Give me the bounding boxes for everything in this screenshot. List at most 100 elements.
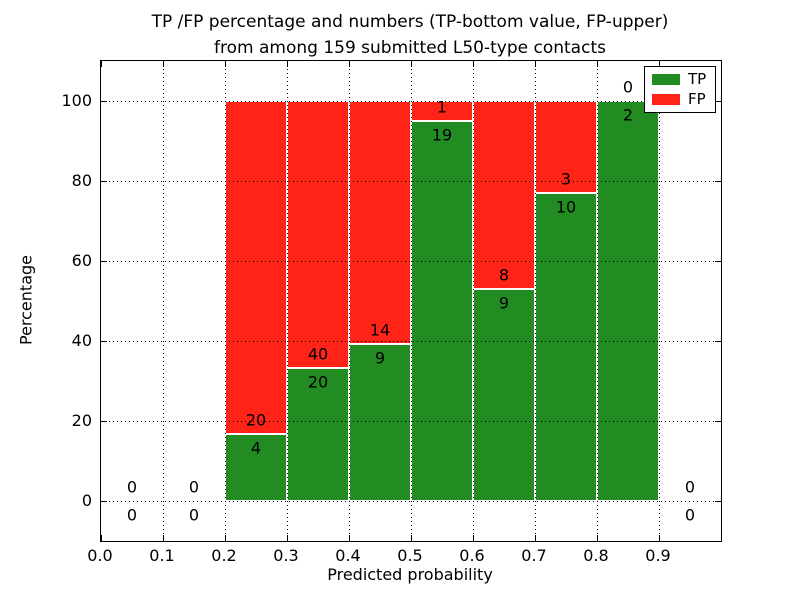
y-tick-mark-left-80 [101, 181, 107, 182]
bar-count-label-fp-bin9: 0 [684, 477, 696, 497]
bar-count-label-tp-bin0: 0 [126, 505, 138, 525]
x-tick-mark-bottom-0.6 [473, 535, 474, 541]
x-tick-mark-top-0.3 [287, 61, 288, 67]
x-tick-mark-bottom-0.2 [225, 535, 226, 541]
bar-count-label-fp-bin0: 0 [126, 477, 138, 497]
y-tick-mark-left-60 [101, 261, 107, 262]
gridline-x-0.7 [535, 61, 536, 541]
gridline-x-0.3 [287, 61, 288, 541]
bar-segment-tp-bin5 [411, 121, 473, 501]
x-tick-label-0.6: 0.6 [459, 546, 485, 565]
gridline-x-0.8 [597, 61, 598, 541]
bar-count-label-tp-bin5: 19 [431, 125, 453, 145]
y-tick-mark-right-80 [715, 181, 721, 182]
x-tick-label-0.0: 0.0 [87, 546, 113, 565]
tp-swatch-icon [652, 74, 680, 85]
y-tick-label-100: 100 [61, 91, 92, 110]
x-tick-mark-bottom-0.7 [535, 535, 536, 541]
bar-count-label-tp-bin1: 0 [188, 505, 200, 525]
bar-count-label-fp-bin7: 3 [560, 169, 572, 189]
legend: TP FP [644, 66, 717, 113]
x-tick-mark-top-0.5 [411, 61, 412, 67]
fp-swatch-icon [652, 94, 680, 105]
bar-segment-tp-bin7 [535, 193, 597, 501]
bar-segment-fp-bin3 [287, 101, 349, 368]
bar-count-label-fp-bin3: 40 [307, 344, 329, 364]
x-tick-mark-top-0.6 [473, 61, 474, 67]
bar-count-label-tp-bin6: 9 [498, 293, 510, 313]
bar-count-label-tp-bin3: 20 [307, 372, 329, 392]
x-tick-mark-bottom-0 [101, 535, 102, 541]
bar-count-label-tp-bin8: 2 [622, 105, 634, 125]
y-tick-label-20: 20 [71, 411, 92, 430]
y-tick-label-80: 80 [71, 171, 92, 190]
bar-count-label-fp-bin5: 1 [436, 97, 448, 117]
x-tick-mark-bottom-0.5 [411, 535, 412, 541]
x-tick-label-0.5: 0.5 [397, 546, 423, 565]
legend-label-fp: FP [688, 90, 706, 108]
legend-entry-fp: FP [652, 92, 706, 107]
bar-count-label-tp-bin2: 4 [250, 438, 262, 458]
bar-count-label-fp-bin4: 14 [369, 320, 391, 340]
bar-segment-tp-bin2 [225, 434, 287, 501]
x-tick-mark-top-0.4 [349, 61, 350, 67]
legend-label-tp: TP [688, 70, 707, 88]
bar-segment-tp-bin8 [597, 101, 659, 501]
x-tick-mark-top-0.2 [225, 61, 226, 67]
x-tick-mark-bottom-0.4 [349, 535, 350, 541]
gridline-x-0.9 [659, 61, 660, 541]
x-tick-label-0.8: 0.8 [583, 546, 609, 565]
bar-count-label-tp-bin4: 9 [374, 348, 386, 368]
bar-count-label-tp-bin7: 10 [555, 197, 577, 217]
gridline-x-0.5 [411, 61, 412, 541]
bar-segment-fp-bin2 [225, 101, 287, 435]
x-tick-label-0.9: 0.9 [645, 546, 671, 565]
y-tick-label-40: 40 [71, 331, 92, 350]
x-tick-mark-bottom-0.1 [163, 535, 164, 541]
x-tick-mark-top-0.7 [535, 61, 536, 67]
x-tick-label-0.2: 0.2 [211, 546, 237, 565]
chart-title-line1: TP /FP percentage and numbers (TP-bottom… [151, 12, 669, 32]
y-tick-mark-right-20 [715, 421, 721, 422]
x-tick-label-0.3: 0.3 [273, 546, 299, 565]
y-tick-mark-right-100 [715, 101, 721, 102]
bar-count-label-fp-bin1: 0 [188, 477, 200, 497]
x-tick-mark-top-0.1 [163, 61, 164, 67]
bar-count-label-tp-bin9: 0 [684, 505, 696, 525]
chart-title: TP /FP percentage and numbers (TP-bottom… [100, 9, 720, 61]
y-tick-mark-right-60 [715, 261, 721, 262]
y-tick-mark-left-20 [101, 421, 107, 422]
x-tick-label-0.1: 0.1 [149, 546, 175, 565]
y-tick-mark-right-40 [715, 341, 721, 342]
x-tick-mark-bottom-0.8 [597, 535, 598, 541]
bar-count-label-fp-bin8: 0 [622, 77, 634, 97]
x-tick-mark-top-0 [101, 61, 102, 67]
y-tick-mark-left-0 [101, 501, 107, 502]
x-tick-mark-top-0.8 [597, 61, 598, 67]
plot-area: 0 0 0 0 20 4 40 20 14 9 1 19 8 9 3 10 0 2 0 0 [100, 60, 722, 542]
bar-segment-tp-bin3 [287, 367, 349, 501]
gridline-x-0.1 [163, 61, 164, 541]
bar-count-label-fp-bin2: 20 [245, 410, 267, 430]
gridline-x-0.6 [473, 61, 474, 541]
y-tick-label-0: 0 [81, 491, 92, 510]
y-tick-mark-left-100 [101, 101, 107, 102]
bar-segment-fp-bin4 [349, 101, 411, 345]
chart-title-line2: from among 159 submitted L50-type contac… [214, 38, 606, 58]
bar-segment-tp-bin6 [473, 289, 535, 501]
bar-count-label-fp-bin6: 8 [498, 265, 510, 285]
x-tick-mark-bottom-0.9 [659, 535, 660, 541]
gridline-x-0.4 [349, 61, 350, 541]
y-tick-mark-left-40 [101, 341, 107, 342]
y-tick-label-60: 60 [71, 251, 92, 270]
x-tick-mark-top-0.9 [659, 61, 660, 67]
gridline-x-0.2 [225, 61, 226, 541]
legend-entry-tp: TP [652, 72, 706, 87]
x-axis-label: Predicted probability [327, 565, 493, 584]
y-axis-label: Percentage [16, 254, 36, 346]
x-tick-label-0.4: 0.4 [335, 546, 361, 565]
x-tick-mark-bottom-0.3 [287, 535, 288, 541]
y-tick-mark-right-0 [715, 501, 721, 502]
x-tick-label-0.7: 0.7 [521, 546, 547, 565]
